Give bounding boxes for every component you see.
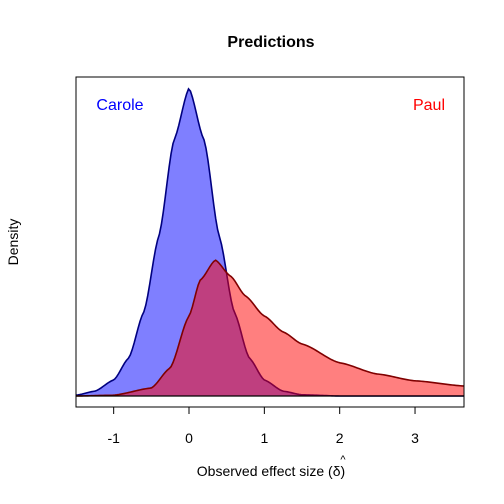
series-label-paul: Paul [413,97,445,114]
x-axis-label-text: Observed effect size ( [197,463,333,479]
series-layer [75,87,465,397]
x-axis-label-close: ) [341,463,346,479]
series-label-carole: Carole [96,97,143,114]
series-line-paul [75,259,465,397]
x-tick-label: 0 [185,430,193,446]
x-tick-label: 2 [336,430,344,446]
plot-frame [75,76,465,408]
x-tick-label: -1 [107,430,120,446]
series-area-paul [76,260,464,396]
chart-title: Predictions [227,34,314,51]
x-axis: -1 0 1 2 3 [107,407,419,446]
series-area-carole [76,88,464,397]
x-axis-label-symbol: δ [333,463,341,479]
y-axis-label: Density [5,219,21,266]
x-tick-label: 3 [411,430,419,446]
x-tick-label: 1 [260,430,268,446]
x-axis-hat: ^ [340,454,346,466]
x-axis-label: Observed effect size (δ) [197,463,345,479]
